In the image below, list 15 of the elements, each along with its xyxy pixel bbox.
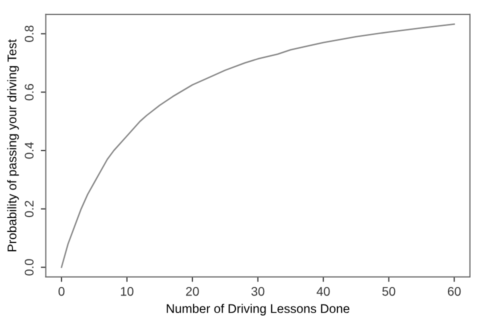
x-tick-label: 10: [120, 286, 134, 296]
x-tick-label: 40: [316, 286, 330, 296]
x-tick-label: 30: [251, 286, 264, 296]
x-tick-label: 50: [382, 286, 396, 296]
y-tick-label: 0.2: [24, 200, 34, 218]
y-tick-label: 0.0: [24, 259, 34, 276]
x-tick-label: 20: [186, 286, 199, 296]
line-series: [60, 23, 455, 268]
x-axis-title: Number of Driving Lessons Done: [166, 304, 350, 316]
x-tick-label: 0: [58, 286, 64, 296]
y-tick-label: 0.4: [24, 142, 34, 159]
y-axis-title: Probability of passing your driving Test: [7, 39, 19, 252]
y-tick-label: 0.6: [24, 84, 34, 100]
y-tick-label: 0.8: [24, 26, 34, 42]
x-tick-label: 60: [448, 286, 461, 296]
